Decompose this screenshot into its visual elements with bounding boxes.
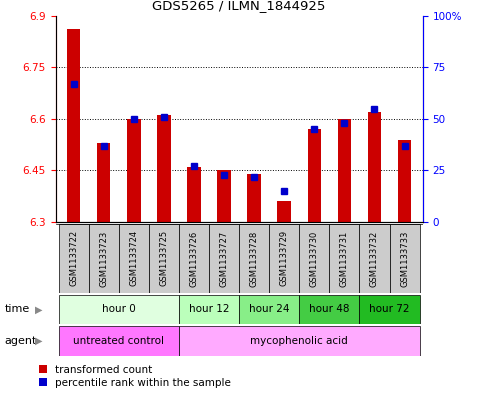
Text: GSM1133730: GSM1133730 — [310, 230, 319, 286]
Bar — [149, 224, 179, 293]
Bar — [179, 224, 209, 293]
Bar — [58, 295, 179, 324]
Bar — [179, 326, 420, 356]
Bar — [359, 224, 389, 293]
Bar — [308, 129, 321, 222]
Bar — [277, 201, 291, 222]
Title: GDS5265 / ILMN_1844925: GDS5265 / ILMN_1844925 — [153, 0, 326, 12]
Bar — [127, 119, 141, 222]
Text: ▶: ▶ — [35, 336, 43, 346]
Bar — [187, 167, 201, 222]
Text: ▶: ▶ — [35, 305, 43, 314]
Bar — [217, 171, 231, 222]
Bar — [329, 224, 359, 293]
Bar — [97, 143, 111, 222]
Bar — [338, 119, 351, 222]
Text: GSM1133722: GSM1133722 — [69, 230, 78, 286]
Text: agent: agent — [5, 336, 37, 346]
Bar — [239, 295, 299, 324]
Bar — [58, 326, 179, 356]
Bar — [389, 224, 420, 293]
Bar — [247, 174, 261, 222]
Text: mycophenolic acid: mycophenolic acid — [250, 336, 348, 346]
Text: untreated control: untreated control — [73, 336, 164, 346]
Bar — [299, 295, 359, 324]
Bar — [119, 224, 149, 293]
Bar — [179, 295, 239, 324]
Bar — [58, 224, 89, 293]
Bar — [157, 116, 170, 222]
Text: hour 24: hour 24 — [249, 305, 289, 314]
Bar — [398, 140, 412, 222]
Bar — [368, 112, 381, 222]
Text: GSM1133724: GSM1133724 — [129, 230, 138, 286]
Text: hour 48: hour 48 — [309, 305, 350, 314]
Bar — [359, 295, 420, 324]
Text: GSM1133731: GSM1133731 — [340, 230, 349, 286]
Bar — [89, 224, 119, 293]
Text: GSM1133733: GSM1133733 — [400, 230, 409, 286]
Text: GSM1133729: GSM1133729 — [280, 230, 289, 286]
Text: GSM1133727: GSM1133727 — [220, 230, 228, 286]
Text: GSM1133732: GSM1133732 — [370, 230, 379, 286]
Text: hour 12: hour 12 — [189, 305, 229, 314]
Text: GSM1133725: GSM1133725 — [159, 230, 169, 286]
Bar — [67, 29, 80, 222]
Text: GSM1133728: GSM1133728 — [250, 230, 258, 286]
Legend: transformed count, percentile rank within the sample: transformed count, percentile rank withi… — [37, 363, 233, 390]
Text: GSM1133723: GSM1133723 — [99, 230, 108, 286]
Text: hour 72: hour 72 — [369, 305, 410, 314]
Bar — [299, 224, 329, 293]
Bar — [209, 224, 239, 293]
Bar — [239, 224, 269, 293]
Bar — [269, 224, 299, 293]
Text: GSM1133726: GSM1133726 — [189, 230, 199, 286]
Text: time: time — [5, 305, 30, 314]
Text: hour 0: hour 0 — [102, 305, 136, 314]
